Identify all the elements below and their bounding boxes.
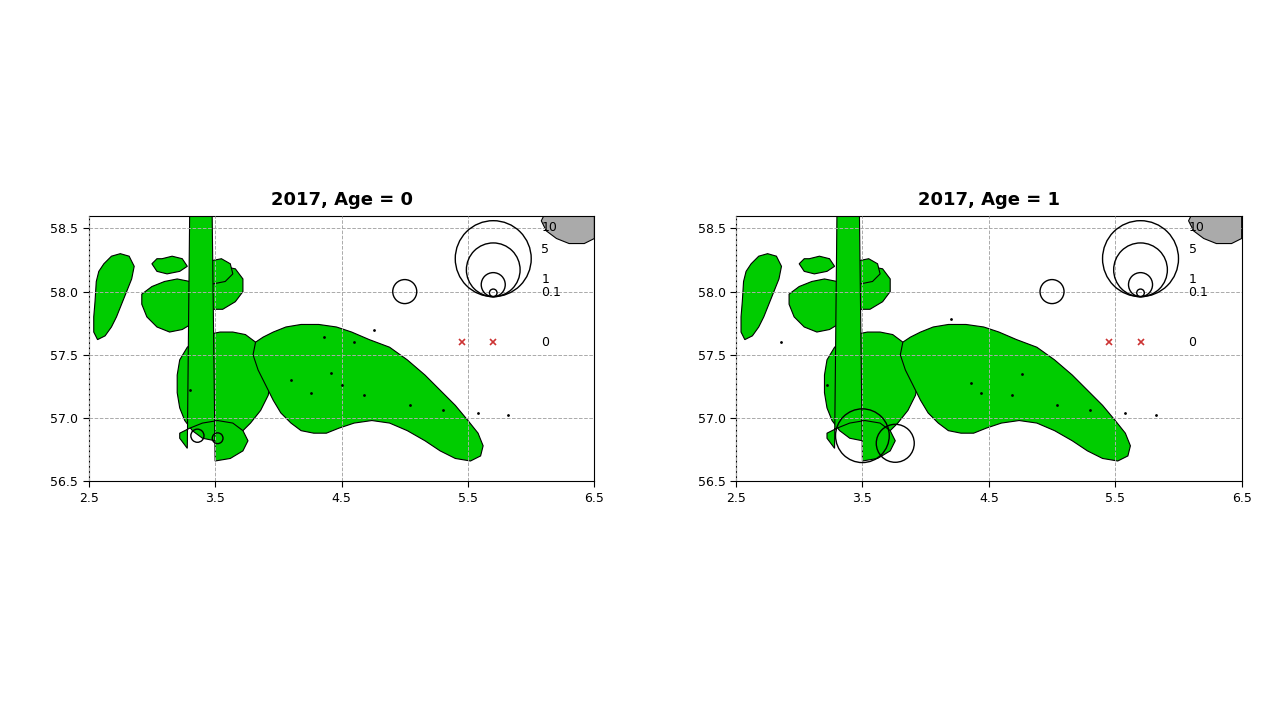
Polygon shape [253, 325, 483, 461]
Polygon shape [180, 0, 248, 461]
Polygon shape [901, 325, 1130, 461]
Polygon shape [789, 279, 853, 332]
Text: 0.1: 0.1 [1188, 287, 1209, 299]
Polygon shape [799, 256, 835, 274]
Polygon shape [195, 259, 233, 284]
Polygon shape [177, 332, 271, 441]
Text: 10: 10 [541, 220, 557, 234]
Polygon shape [843, 259, 881, 284]
Text: 1: 1 [541, 272, 549, 286]
Text: 10: 10 [1188, 220, 1205, 234]
Polygon shape [152, 256, 188, 274]
Polygon shape [94, 253, 134, 339]
Text: 0: 0 [1188, 336, 1196, 348]
Text: 0: 0 [541, 336, 550, 348]
Polygon shape [198, 266, 243, 309]
Title: 2017, Age = 1: 2017, Age = 1 [917, 191, 1059, 208]
Polygon shape [541, 215, 594, 244]
Polygon shape [142, 279, 205, 332]
Text: 1: 1 [1188, 272, 1196, 286]
Polygon shape [741, 253, 782, 339]
Text: 5: 5 [1188, 243, 1196, 256]
Polygon shape [1188, 215, 1242, 244]
Polygon shape [845, 266, 891, 309]
Text: 0.1: 0.1 [541, 287, 561, 299]
Polygon shape [827, 0, 896, 461]
Polygon shape [825, 332, 919, 441]
Text: 5: 5 [541, 243, 550, 256]
Title: 2017, Age = 0: 2017, Age = 0 [271, 191, 413, 208]
